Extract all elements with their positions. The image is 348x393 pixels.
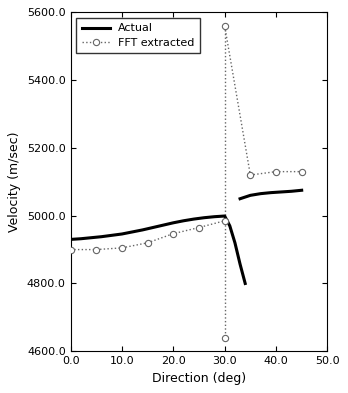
Y-axis label: Velocity (m/sec): Velocity (m/sec) <box>8 132 21 232</box>
X-axis label: Direction (deg): Direction (deg) <box>152 372 246 385</box>
Legend: Actual, FFT extracted: Actual, FFT extracted <box>76 18 200 53</box>
